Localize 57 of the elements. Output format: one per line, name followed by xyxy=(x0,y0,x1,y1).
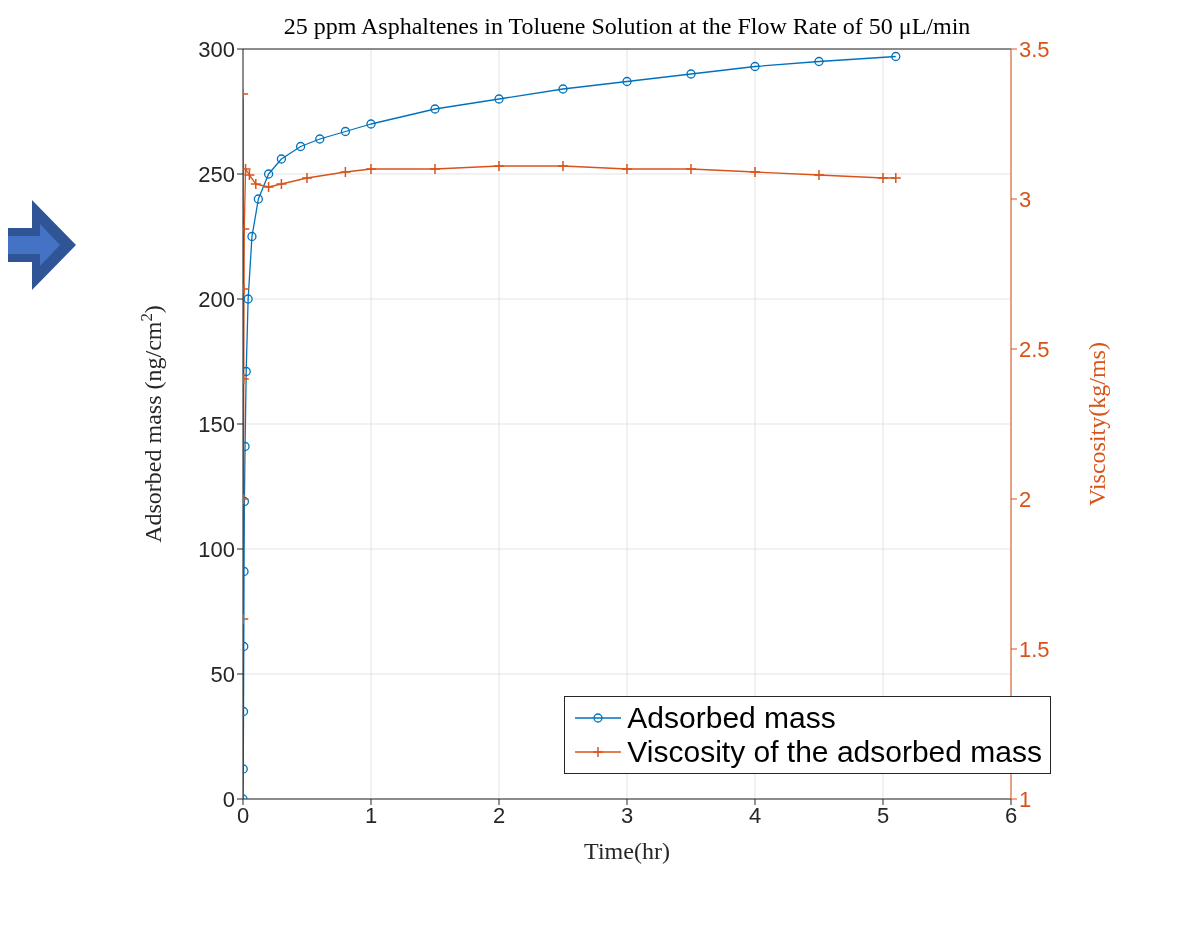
x-tick-label: 6 xyxy=(1004,802,1018,828)
x-tick-label: 2 xyxy=(492,802,506,828)
y2-tick-label: 2 xyxy=(1019,486,1032,512)
point xyxy=(275,178,288,190)
y2-tick-label: 2.5 xyxy=(1019,336,1050,362)
chart-title: 25 ppm Asphaltenes in Toluene Solution at the Flow Rate of 50 μL/min xyxy=(283,13,971,39)
y-tick-label: 300 xyxy=(198,36,235,62)
point xyxy=(295,141,306,152)
point xyxy=(622,76,632,87)
point xyxy=(877,172,889,184)
point xyxy=(365,163,377,175)
point xyxy=(557,160,569,172)
y2-axis-title: Viscosity(kg/ms) xyxy=(1083,342,1110,506)
y-tick-label: 250 xyxy=(198,161,235,187)
point xyxy=(243,366,251,377)
point xyxy=(430,104,440,114)
point xyxy=(814,56,824,67)
point xyxy=(276,154,287,164)
point xyxy=(558,84,568,94)
point xyxy=(493,160,505,172)
legend-label: Viscosity of the adsorbed mass xyxy=(627,735,1042,769)
y-tick-label: 150 xyxy=(198,411,235,437)
point xyxy=(247,231,257,242)
point xyxy=(243,294,253,304)
point xyxy=(685,163,697,175)
point xyxy=(339,166,352,178)
x-tick-label: 1 xyxy=(364,802,378,828)
legend-label: Adsorbed mass xyxy=(627,701,836,735)
point xyxy=(366,119,376,129)
x-tick-label: 5 xyxy=(876,802,890,828)
y2-tick-label: 3 xyxy=(1019,186,1032,212)
point xyxy=(301,172,313,184)
point xyxy=(621,163,633,175)
point xyxy=(253,194,264,204)
point xyxy=(749,166,761,178)
y-tick-label: 50 xyxy=(210,661,235,687)
x-tick-label: 4 xyxy=(748,802,762,828)
point xyxy=(813,169,825,181)
point xyxy=(890,172,902,184)
y2-tick-label: 1 xyxy=(1019,786,1032,812)
point xyxy=(263,169,274,179)
point xyxy=(750,61,760,72)
y-tick-label: 100 xyxy=(198,536,235,562)
point xyxy=(315,134,325,144)
y-tick-label: 0 xyxy=(222,786,235,812)
point xyxy=(429,163,441,175)
point xyxy=(494,94,504,104)
y2-tick-label: 3.5 xyxy=(1019,36,1050,62)
point xyxy=(686,69,696,79)
x-axis-title: Time(hr) xyxy=(584,838,670,864)
point xyxy=(340,126,351,137)
y2-tick-label: 1.5 xyxy=(1019,636,1050,662)
point xyxy=(262,181,275,193)
y-tick-label: 200 xyxy=(198,286,235,312)
point xyxy=(250,178,262,190)
x-tick-label: 3 xyxy=(620,802,634,828)
point xyxy=(891,51,901,62)
